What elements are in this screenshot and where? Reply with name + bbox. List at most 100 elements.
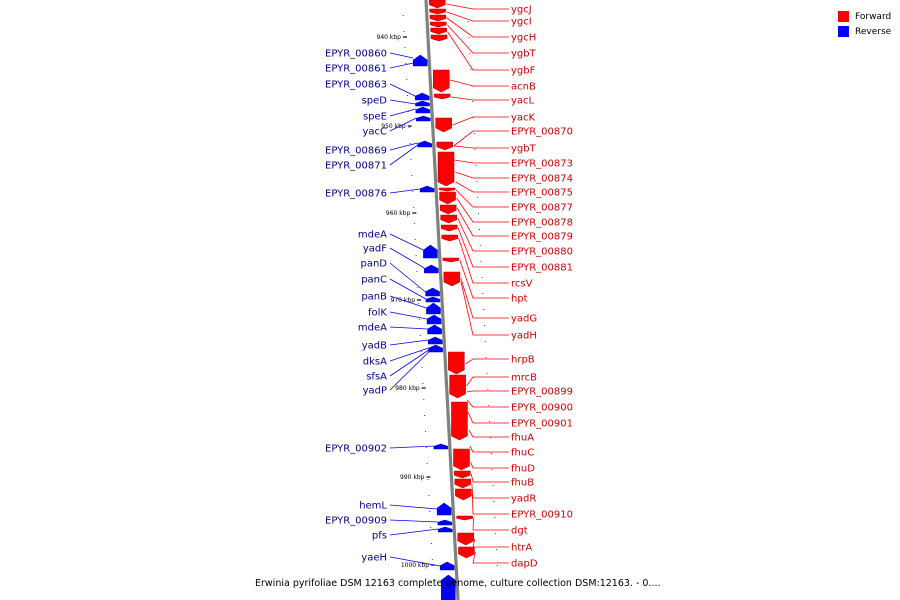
forward-gene-label[interactable]: EPYR_00901 — [511, 419, 573, 430]
reverse-gene-leader — [389, 52, 414, 59]
reverse-gene-leader — [389, 233, 424, 251]
forward-gene-label[interactable]: hrpB — [511, 355, 535, 366]
forward-gene-label[interactable]: fhuB — [511, 478, 534, 489]
forward-gene-label[interactable]: ygbT — [511, 49, 537, 60]
reverse-gene-label[interactable]: EPYR_00871 — [325, 161, 387, 172]
track-dot — [431, 559, 433, 560]
forward-gene-label[interactable]: dgt — [511, 526, 528, 537]
reverse-gene-label[interactable]: yaeH — [361, 553, 387, 564]
reverse-gene-label[interactable]: yadB — [362, 341, 387, 352]
reverse-gene-label[interactable]: panC — [361, 275, 387, 286]
forward-gene-label[interactable]: fhuA — [511, 433, 534, 444]
reverse-gene-label[interactable]: EPYR_00876 — [325, 189, 387, 200]
forward-gene-label[interactable]: yadG — [511, 314, 537, 325]
genome-axis — [424, 0, 460, 600]
forward-gene-label[interactable]: EPYR_00874 — [511, 174, 573, 185]
forward-gene-label[interactable]: EPYR_00910 — [511, 510, 573, 521]
reverse-gene-feature — [415, 106, 431, 114]
reverse-gene-label[interactable]: EPYR_00860 — [325, 49, 387, 60]
reverse-gene-label[interactable]: yadF — [363, 244, 387, 255]
forward-gene-feature — [454, 470, 471, 479]
reverse-gene-label[interactable]: speE — [363, 112, 387, 123]
forward-gene-label[interactable]: EPYR_00900 — [511, 403, 573, 414]
reverse-gene-label[interactable]: panD — [360, 259, 387, 270]
forward-gene-label[interactable]: dapD — [511, 559, 538, 570]
forward-gene-label[interactable]: acnB — [511, 82, 536, 93]
reverse-gene-label[interactable]: folK — [368, 308, 387, 319]
forward-gene-leader — [458, 237, 509, 284]
track-dot — [493, 501, 495, 502]
forward-gene-feature — [437, 151, 455, 187]
forward-gene-label[interactable]: hpt — [511, 294, 528, 305]
reverse-gene-label[interactable]: EPYR_00902 — [325, 444, 387, 455]
forward-gene-feature — [429, 8, 446, 15]
track-dot — [430, 527, 432, 528]
track-dot — [487, 389, 489, 390]
reverse-gene-leader — [389, 351, 430, 391]
forward-gene-label[interactable]: EPYR_00873 — [511, 159, 573, 170]
forward-gene-label[interactable]: fhuD — [511, 464, 535, 475]
track-dot — [407, 95, 409, 96]
forward-gene-leader — [454, 159, 509, 164]
reverse-gene-feature — [433, 443, 449, 450]
forward-gene-leader — [446, 17, 509, 38]
forward-gene-label[interactable]: yacK — [511, 113, 536, 124]
forward-gene-feature — [457, 532, 474, 546]
forward-gene-leader — [460, 281, 509, 336]
forward-gene-label[interactable]: rcsV — [511, 279, 533, 290]
forward-gene-label[interactable]: yadR — [511, 494, 536, 505]
reverse-gene-label[interactable]: EPYR_00909 — [325, 516, 387, 527]
forward-gene-label[interactable]: EPYR_00877 — [511, 203, 573, 214]
forward-gene-label[interactable]: ygcI — [511, 17, 532, 28]
forward-gene-leader — [468, 429, 509, 438]
reverse-gene-label[interactable]: pfs — [372, 531, 387, 542]
track-dot — [413, 223, 415, 224]
forward-gene-label[interactable]: mrcB — [511, 373, 537, 384]
tick-label: 990 kbp — [400, 474, 425, 481]
forward-gene-leader — [456, 197, 509, 223]
forward-gene-label[interactable]: htrA — [511, 543, 532, 554]
forward-gene-label[interactable]: ygcH — [511, 33, 536, 44]
forward-gene-label[interactable]: fhuC — [511, 448, 534, 459]
reverse-gene-feature — [419, 185, 435, 193]
reverse-gene-leader — [389, 83, 416, 97]
forward-gene-label[interactable]: ygcJ — [511, 5, 532, 16]
reverse-gene-leader — [389, 278, 427, 300]
track-dot — [424, 415, 426, 416]
reverse-gene-label[interactable]: EPYR_00861 — [325, 64, 387, 75]
forward-gene-leader — [447, 31, 509, 71]
reverse-gene-label[interactable]: EPYR_00863 — [325, 80, 387, 91]
reverse-gene-label[interactable]: sfsA — [366, 372, 387, 383]
legend-item-reverse: Reverse — [838, 24, 891, 39]
forward-gene-label[interactable]: EPYR_00899 — [511, 387, 573, 398]
reverse-gene-label[interactable]: speD — [362, 96, 388, 107]
reverse-gene-label[interactable]: EPYR_00869 — [325, 146, 387, 157]
forward-gene-label[interactable]: ygbT — [511, 144, 537, 155]
reverse-gene-leader — [389, 108, 416, 117]
forward-gene-feature — [441, 234, 458, 242]
forward-gene-label[interactable]: EPYR_00881 — [511, 263, 573, 274]
forward-gene-label[interactable]: yadH — [511, 331, 537, 342]
reverse-gene-label[interactable]: panB — [361, 292, 387, 303]
reverse-gene-feature — [426, 302, 441, 315]
forward-gene-label[interactable]: EPYR_00879 — [511, 232, 573, 243]
reverse-gene-label[interactable]: yadP — [363, 386, 387, 397]
track-dot — [478, 213, 480, 214]
track-dot — [478, 229, 480, 230]
reverse-gene-label[interactable]: dksA — [363, 357, 387, 368]
track-dot — [425, 447, 427, 448]
reverse-gene-label[interactable]: yacC — [362, 127, 387, 138]
reverse-gene-label[interactable]: mdeA — [358, 230, 387, 241]
reverse-gene-leader — [389, 347, 429, 362]
reverse-gene-label[interactable]: hemL — [359, 501, 387, 512]
forward-gene-label[interactable]: EPYR_00870 — [511, 127, 573, 138]
reverse-gene-leader — [389, 262, 426, 293]
reverse-gene-label[interactable]: mdeA — [358, 323, 387, 334]
forward-gene-feature — [451, 401, 468, 441]
forward-gene-label[interactable]: EPYR_00878 — [511, 218, 573, 229]
track-dot — [407, 111, 409, 112]
forward-gene-label[interactable]: EPYR_00880 — [511, 247, 573, 258]
forward-gene-label[interactable]: yacL — [511, 96, 535, 107]
forward-gene-label[interactable]: EPYR_00875 — [511, 188, 573, 199]
forward-gene-label[interactable]: ygbF — [511, 66, 536, 77]
